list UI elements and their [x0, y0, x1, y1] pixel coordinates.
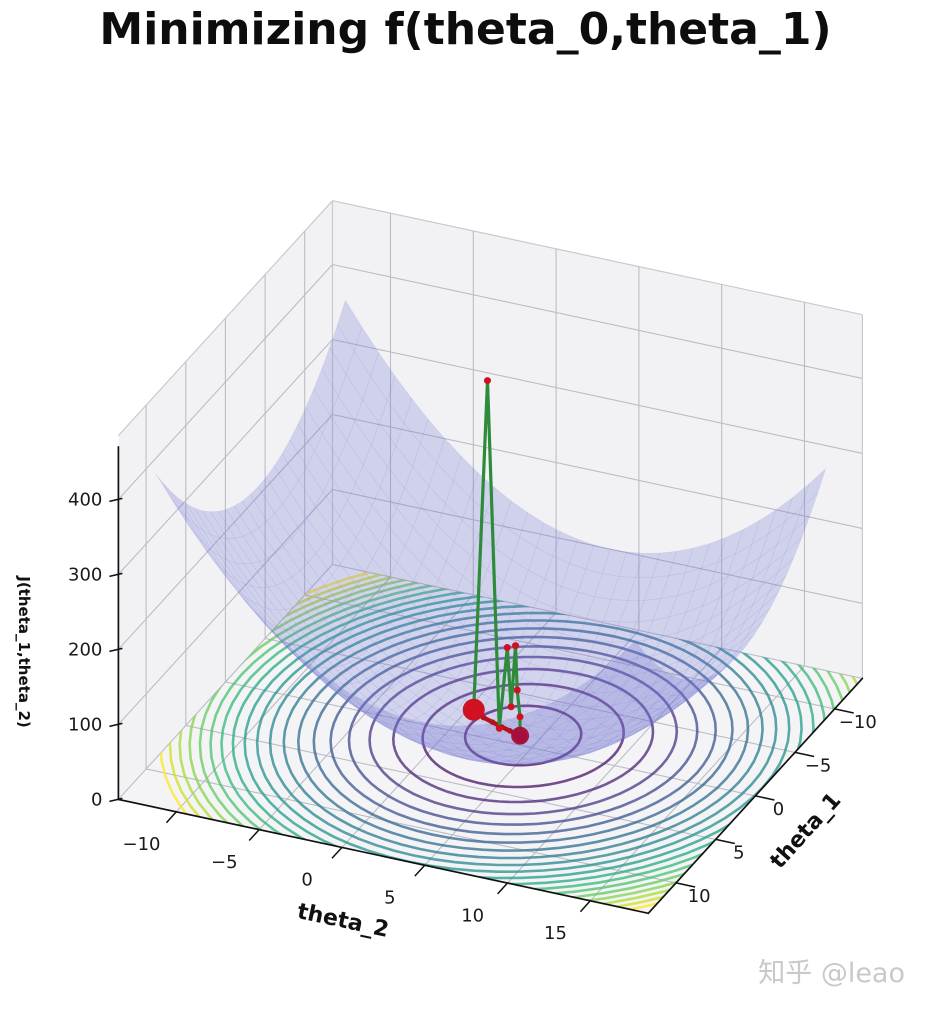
grid-lines: [117, 213, 863, 902]
iteration-marker: [513, 686, 521, 694]
contour-ring: [368, 655, 679, 816]
contour-ring: [312, 627, 734, 844]
descent-path: [462, 377, 530, 745]
start-point-marker: [462, 698, 485, 721]
y-tick-label: 5: [733, 843, 744, 864]
theta-path-dot: [507, 728, 513, 734]
contour-ring: [463, 704, 583, 767]
x-tick-label: −5: [211, 852, 238, 873]
iteration-marker: [516, 713, 524, 721]
z-tick-label: 400: [68, 489, 102, 510]
pane-right: [332, 200, 863, 679]
watermark: 知乎 @leao: [758, 958, 905, 989]
y-tick-label: −10: [839, 712, 877, 733]
iteration-marker: [503, 643, 511, 651]
z-axis-label: J(theta_1,theta_2): [15, 576, 33, 728]
contour-ring: [391, 667, 655, 804]
iteration-marker: [483, 377, 491, 385]
x-tick-label: 5: [384, 888, 395, 909]
x-tick-label: 0: [301, 870, 312, 891]
x-tick-label: 15: [544, 923, 567, 944]
iteration-marker: [507, 703, 515, 711]
iteration-marker: [495, 724, 503, 732]
chart-title: Minimizing f(theta_0,theta_1): [99, 4, 832, 55]
contour-ring: [268, 604, 778, 867]
contour-ring: [329, 635, 718, 836]
contour-ring: [296, 619, 750, 852]
z-tick-label: 0: [91, 789, 102, 810]
z-tick-label: 300: [68, 564, 102, 585]
converged-minimum-marker: [511, 726, 530, 745]
contour-ring: [421, 682, 626, 789]
x-axis-spine: [117, 798, 650, 915]
iteration-marker: [512, 642, 520, 650]
x-tick-label: 10: [461, 905, 484, 926]
x-tick-label: −10: [123, 834, 161, 855]
y-tick-label: 0: [773, 799, 784, 820]
y-axis-spine: [647, 677, 864, 915]
y-tick-label: 10: [688, 886, 711, 907]
z-tick-label: 200: [68, 639, 102, 660]
z-tick-label: 100: [68, 714, 102, 735]
surface-mesh: [154, 299, 827, 766]
y-tick-label: −5: [805, 756, 832, 777]
contour-ring: [282, 611, 764, 860]
contour-ring: [347, 645, 699, 826]
theta-path-dot: [489, 719, 496, 725]
